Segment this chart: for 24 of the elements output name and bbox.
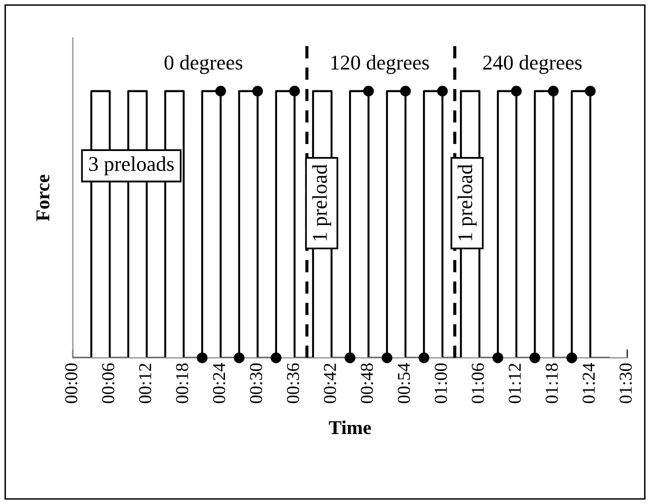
x-axis-title: Time bbox=[328, 420, 371, 434]
x-tick-label: 00:12 bbox=[139, 364, 152, 404]
text: 0 degrees bbox=[164, 54, 242, 74]
x-tick-label: 01:30 bbox=[620, 363, 632, 404]
annotation: 1 preload bbox=[312, 164, 332, 240]
annotation: 3 preloads bbox=[89, 156, 174, 176]
x-tick-label: 00:54 bbox=[398, 362, 410, 404]
x-tick-label: 00:36 bbox=[286, 363, 300, 404]
text: 240 degrees bbox=[483, 54, 582, 74]
x-tick-label: 01:00 bbox=[434, 363, 448, 404]
x-tick-label: 01:18 bbox=[546, 363, 558, 404]
x-tick-label: 00:24 bbox=[212, 362, 226, 404]
annotation: 1 preload bbox=[458, 164, 477, 240]
x-tick-label: 00:42 bbox=[324, 364, 336, 404]
text: 120 degrees bbox=[331, 54, 429, 74]
x-tick-label: 01:12 bbox=[508, 364, 521, 404]
x-tick-label: 00:00 bbox=[65, 363, 78, 404]
x-tick-label: 00:18 bbox=[176, 363, 188, 404]
x-tick-label: 00:48 bbox=[360, 363, 374, 404]
y-axis-title: Force bbox=[36, 174, 50, 222]
x-tick-label: 00:06 bbox=[102, 363, 114, 404]
x-tick-label: 01:24 bbox=[582, 362, 595, 404]
x-tick-label: 00:30 bbox=[250, 363, 262, 404]
x-tick-label: 01:06 bbox=[472, 363, 484, 404]
